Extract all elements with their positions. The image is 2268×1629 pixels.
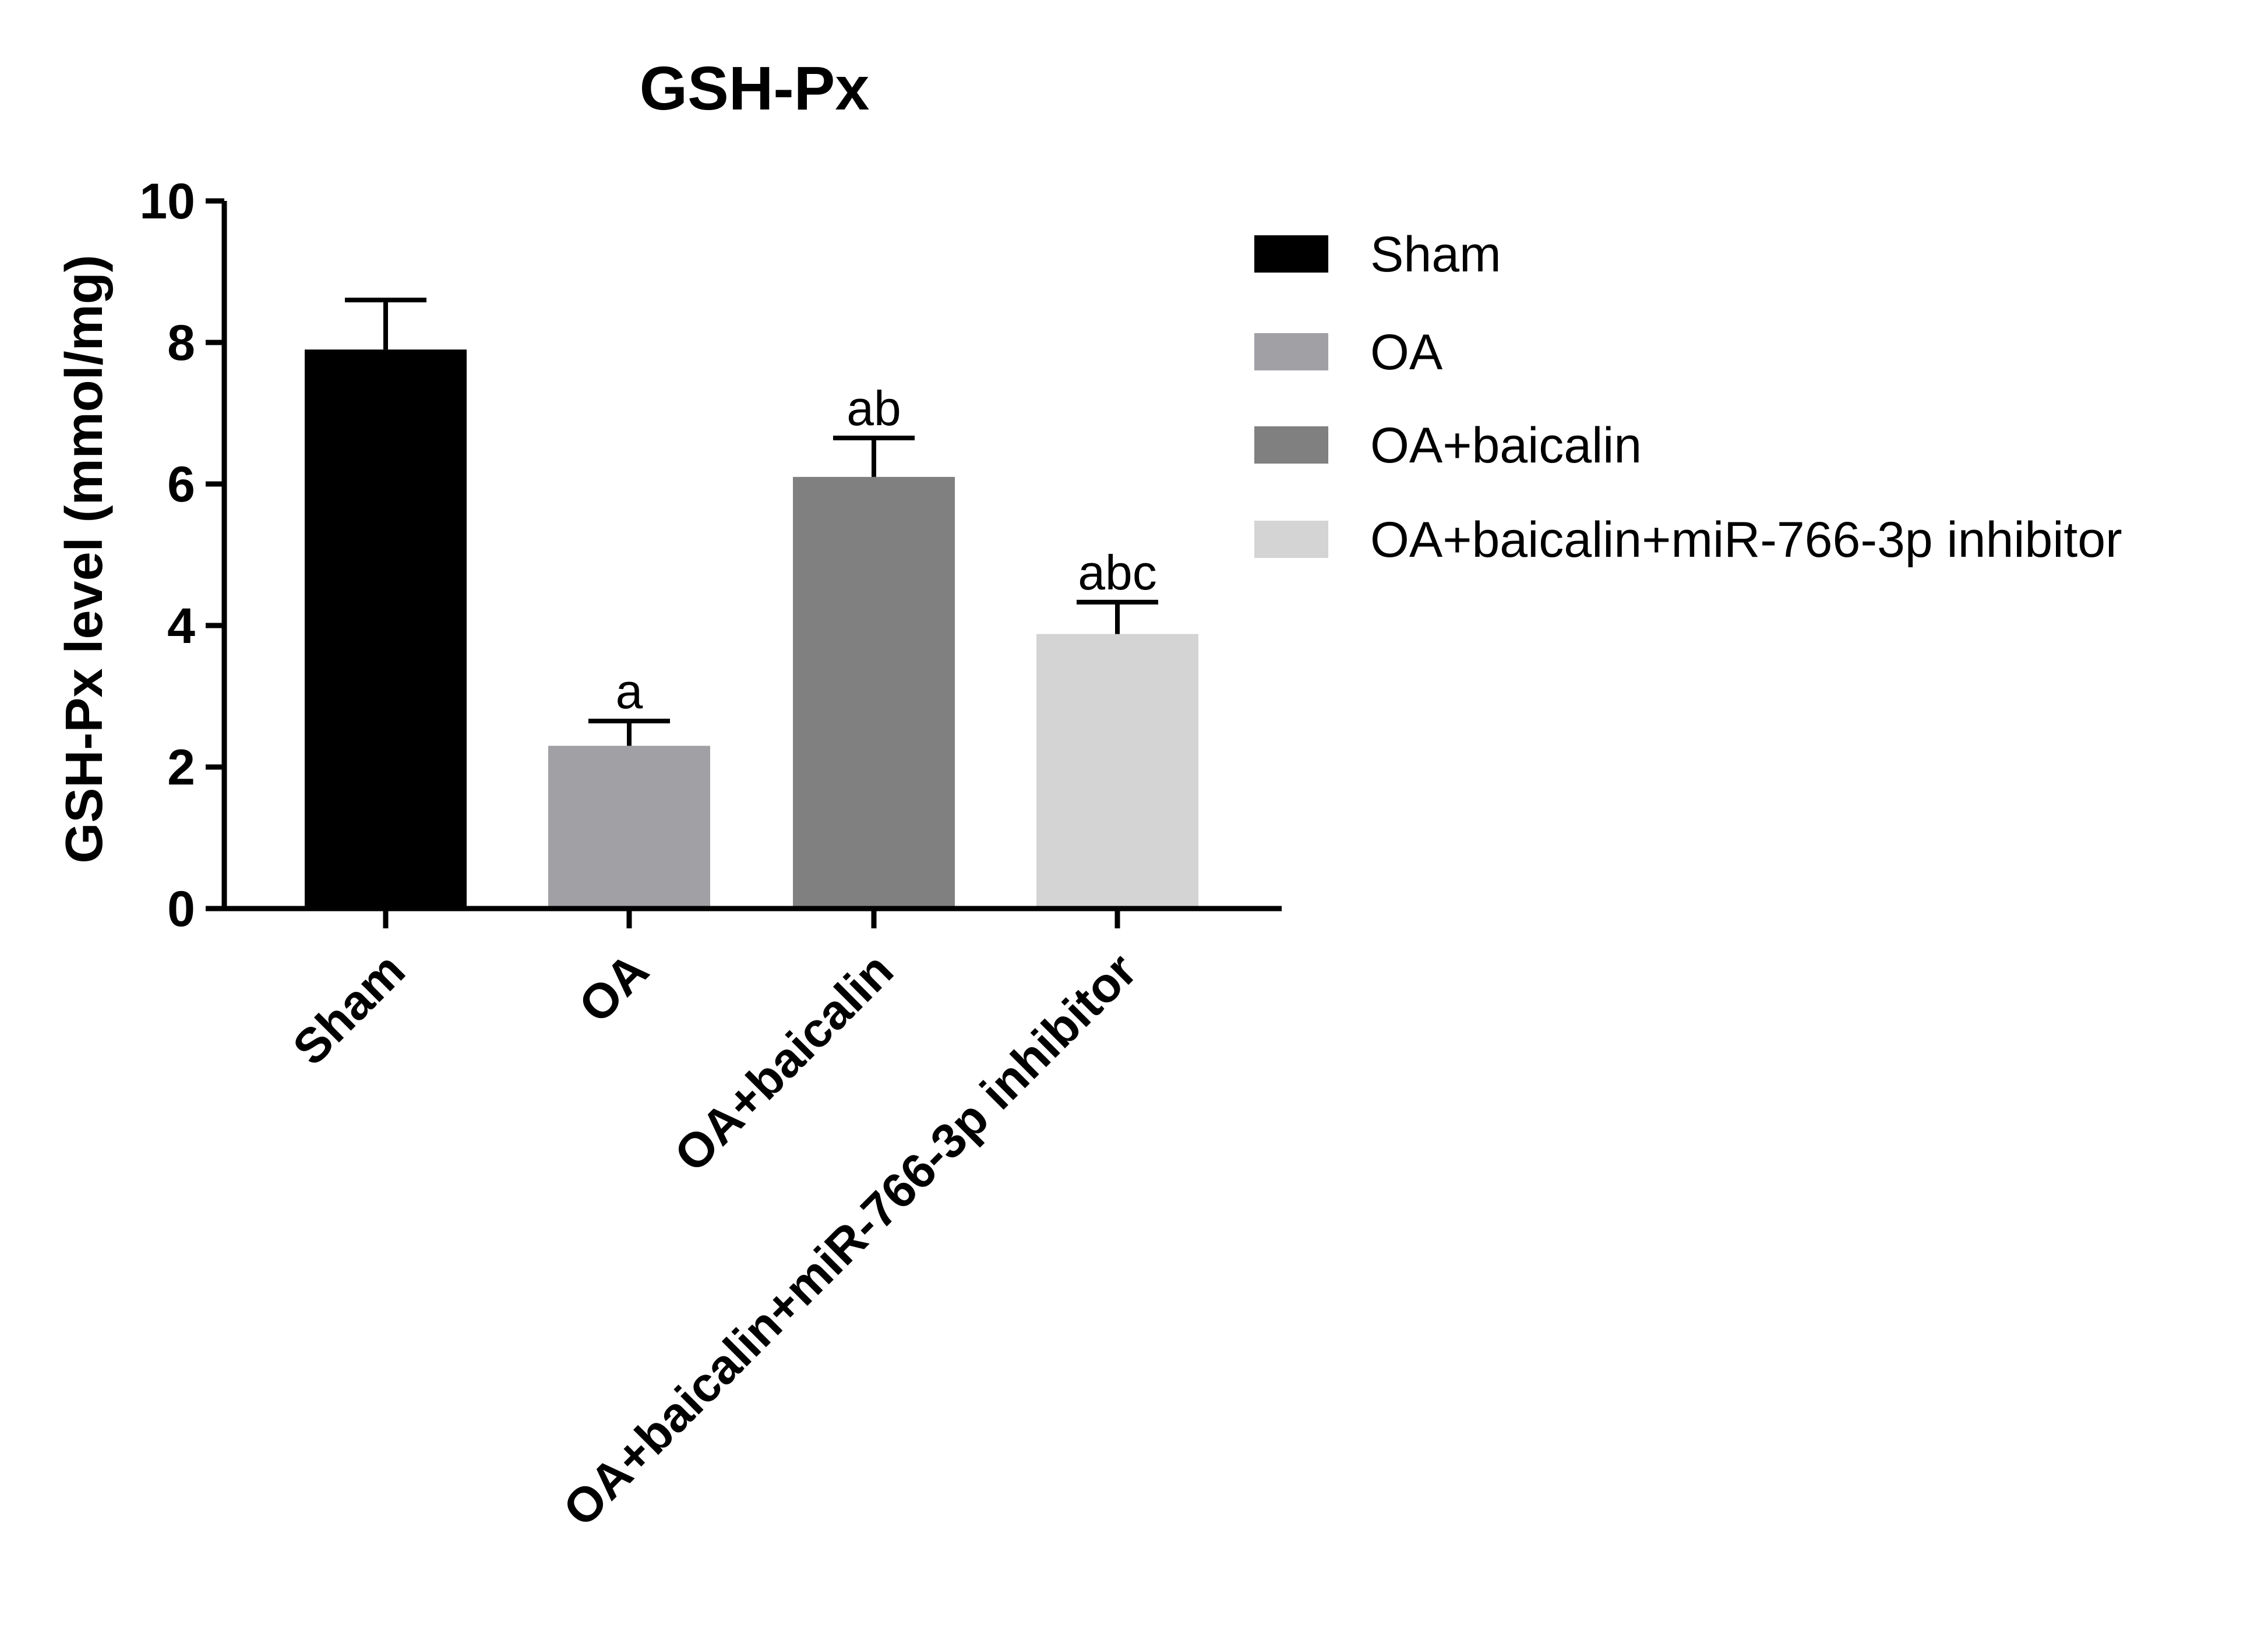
y-tick-label-1: 2 [167, 740, 195, 796]
x-tick-label-0: Sham [283, 942, 415, 1075]
x-tick-label-1: OA [568, 942, 659, 1033]
significance-label-1: a [616, 664, 643, 719]
legend-label-2: OA+baicalin [1370, 418, 1642, 473]
y-tick-label-3: 6 [167, 457, 195, 513]
legend-swatch-3 [1254, 521, 1328, 558]
y-tick-label-5: 10 [139, 174, 195, 229]
y-ticks-group: 0 2 4 6 8 10 [139, 174, 224, 937]
bar-0 [305, 349, 467, 909]
legend: Sham OA OA+baicalin OA+baicalin+miR-766-3p … [1254, 227, 2122, 568]
x-tick-label-2: OA+baicalin [664, 942, 903, 1182]
chart-title: GSH-Px [640, 54, 870, 123]
error-bars-group [345, 298, 1158, 746]
legend-swatch-1 [1254, 333, 1328, 370]
y-tick-label-4: 8 [167, 315, 195, 371]
significance-labels-group: a ab abc [616, 381, 1157, 719]
legend-label-1: OA [1370, 324, 1443, 380]
legend-label-3: OA+baicalin+miR-766-3p inhibitor [1370, 512, 2122, 568]
significance-label-3: abc [1078, 545, 1156, 600]
bar-3 [1036, 634, 1198, 909]
bars-group [305, 349, 1198, 909]
y-tick-label-2: 4 [167, 598, 195, 654]
x-ticks-group: Sham OA OA+baicalinOA+baicalin+miR-766-3p … [283, 909, 1147, 1537]
legend-swatch-2 [1254, 426, 1328, 464]
y-axis-label: GSH-Px level (mmol/mg) [55, 255, 114, 863]
significance-label-2: ab [846, 381, 901, 436]
legend-swatch-0 [1254, 235, 1328, 273]
bar-1 [548, 745, 710, 909]
legend-label-0: Sham [1370, 227, 1501, 282]
y-tick-label-0: 0 [167, 881, 195, 937]
bar-2 [793, 476, 955, 909]
